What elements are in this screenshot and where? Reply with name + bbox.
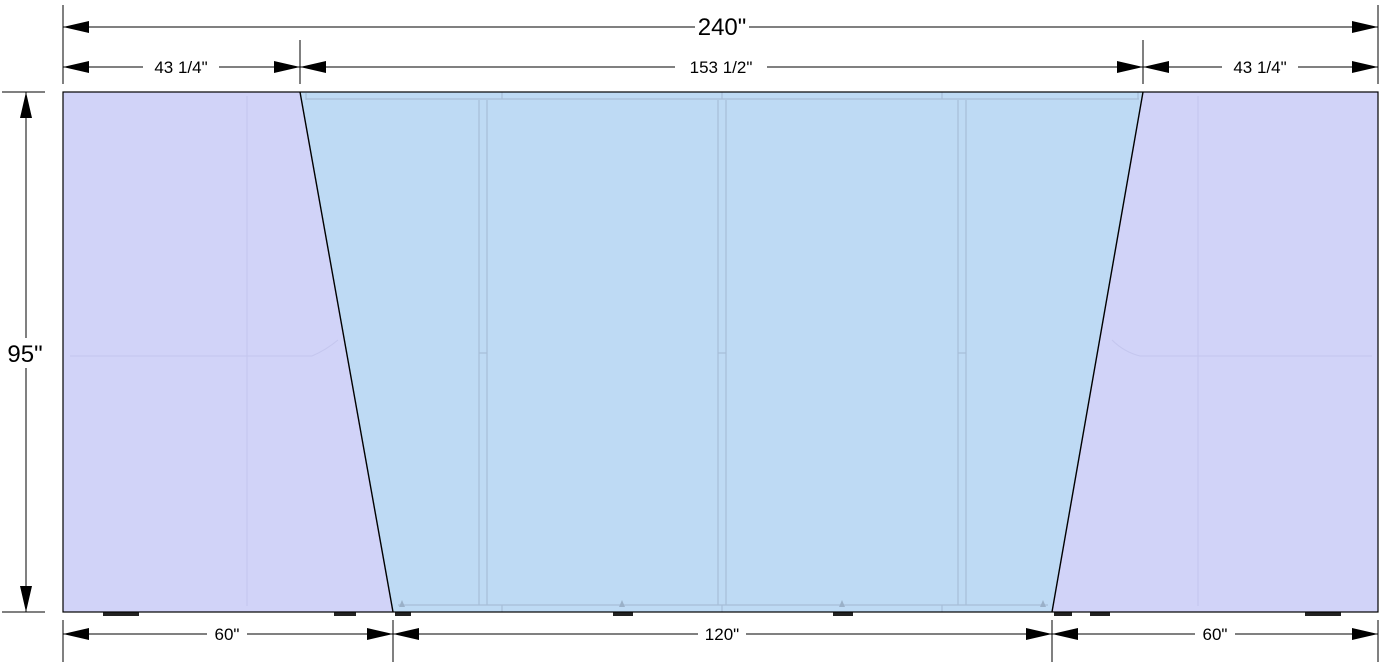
dimension-labels: 240" 43 1/4" 153 1/2" 43 1/4" 95" 60" 12…: [2, 13, 1298, 644]
top-center-segment-label: 153 1/2": [690, 58, 753, 77]
height-label: 95": [7, 341, 42, 368]
outlines: [62, 91, 1379, 613]
bottom-markers: [399, 600, 1046, 607]
base-feet: [103, 612, 1341, 616]
bottom-left-segment-label: 60": [215, 625, 240, 644]
bottom-right-segment-label: 60": [1203, 625, 1228, 644]
top-left-segment-label: 43 1/4": [154, 58, 207, 77]
overall-width-label: 240": [698, 14, 747, 41]
side-panel-guides: [70, 96, 1372, 606]
left-side-panel: [63, 92, 393, 612]
right-side-panel: [1052, 92, 1378, 612]
center-frame: [305, 92, 1139, 612]
center-trapezoid-panel: [300, 92, 1143, 612]
top-right-segment-label: 43 1/4": [1233, 58, 1286, 77]
bottom-center-segment-label: 120": [705, 625, 739, 644]
